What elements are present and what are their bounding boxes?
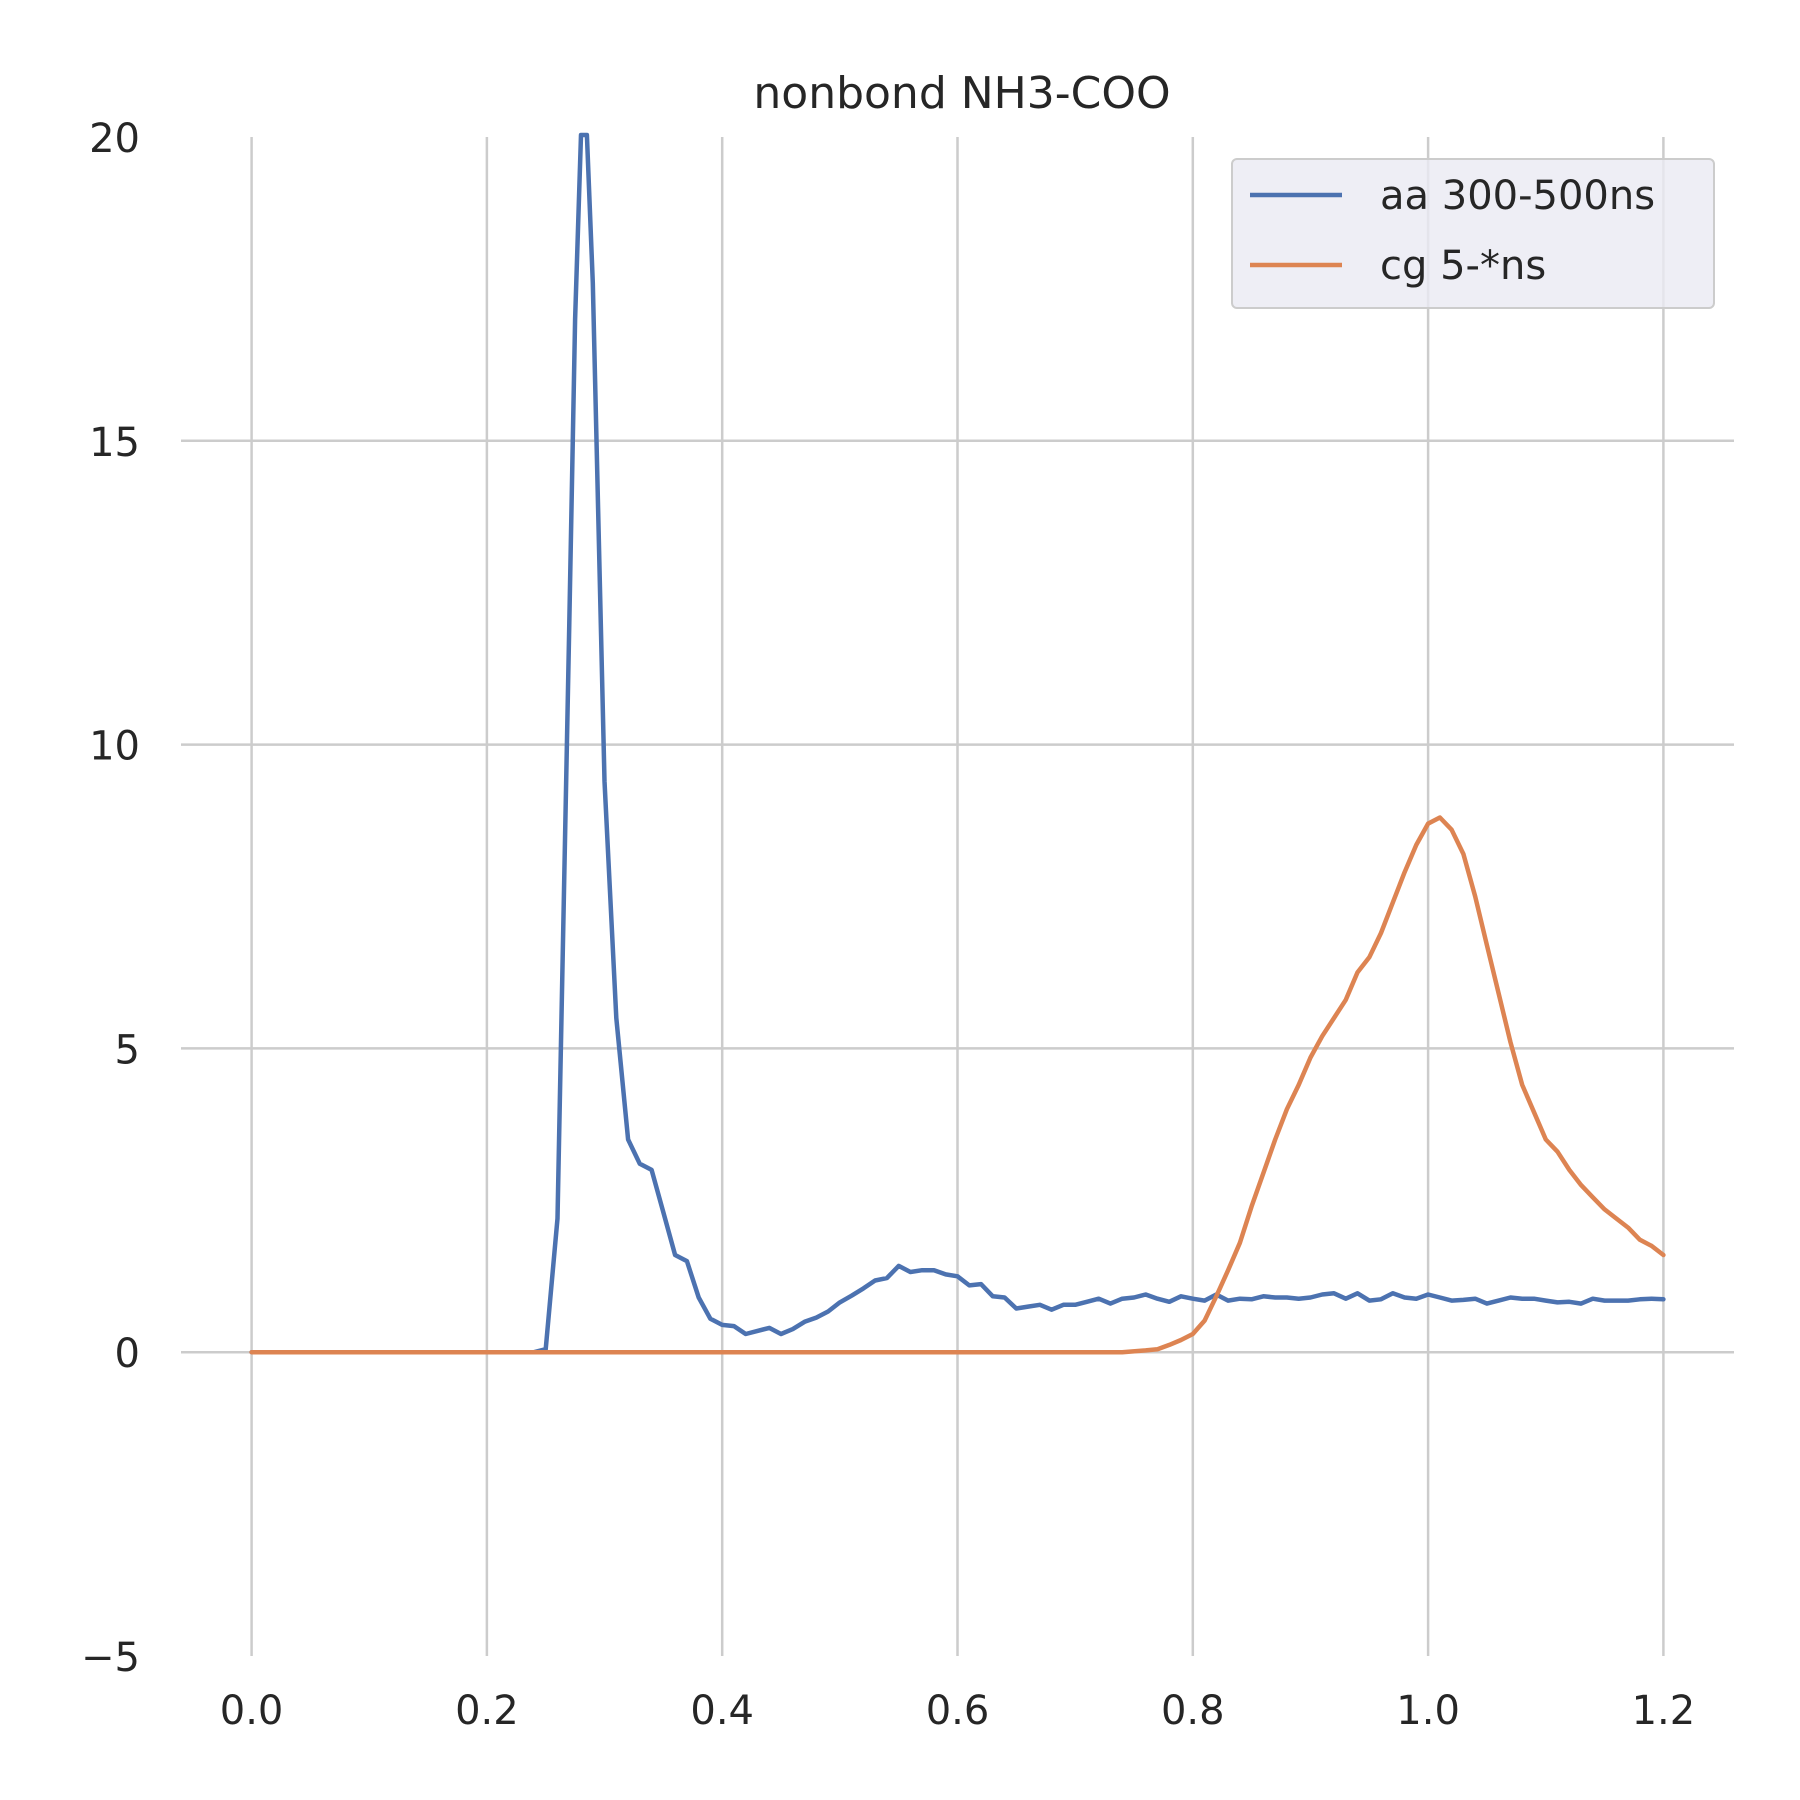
- series-line-aa: [249, 132, 1666, 1355]
- y-tick-label: 10: [89, 724, 140, 770]
- y-tick-label: 20: [89, 116, 140, 162]
- x-tick-label: 0.6: [926, 1688, 990, 1734]
- legend-label-cg: cg 5-*ns: [1380, 243, 1546, 289]
- series-lines: [249, 132, 1666, 1355]
- x-tick-label: 1.2: [1632, 1688, 1696, 1734]
- y-tick-label: −5: [81, 1635, 140, 1681]
- x-tick-label: 0.0: [220, 1688, 284, 1734]
- x-tick-label: 0.4: [690, 1688, 754, 1734]
- x-tick-label: 0.8: [1161, 1688, 1225, 1734]
- chart-title: nonbond NH3-COO: [753, 68, 1170, 119]
- x-tick-label: 0.2: [455, 1688, 519, 1734]
- series-line-cg: [249, 815, 1666, 1355]
- x-tick-label: 1.0: [1396, 1688, 1460, 1734]
- y-tick-label: 0: [115, 1331, 140, 1377]
- y-tick-label: 15: [89, 420, 140, 466]
- tick-labels: 0.0 0.2 0.4 0.6 0.8 1.0 1.2 −5 0 5 10 15 20: [81, 116, 1695, 1734]
- legend: aa 300-500ns cg 5-*ns: [1231, 158, 1715, 309]
- y-tick-label: 5: [115, 1027, 140, 1073]
- legend-box: [1231, 158, 1715, 309]
- legend-label-aa: aa 300-500ns: [1380, 173, 1655, 219]
